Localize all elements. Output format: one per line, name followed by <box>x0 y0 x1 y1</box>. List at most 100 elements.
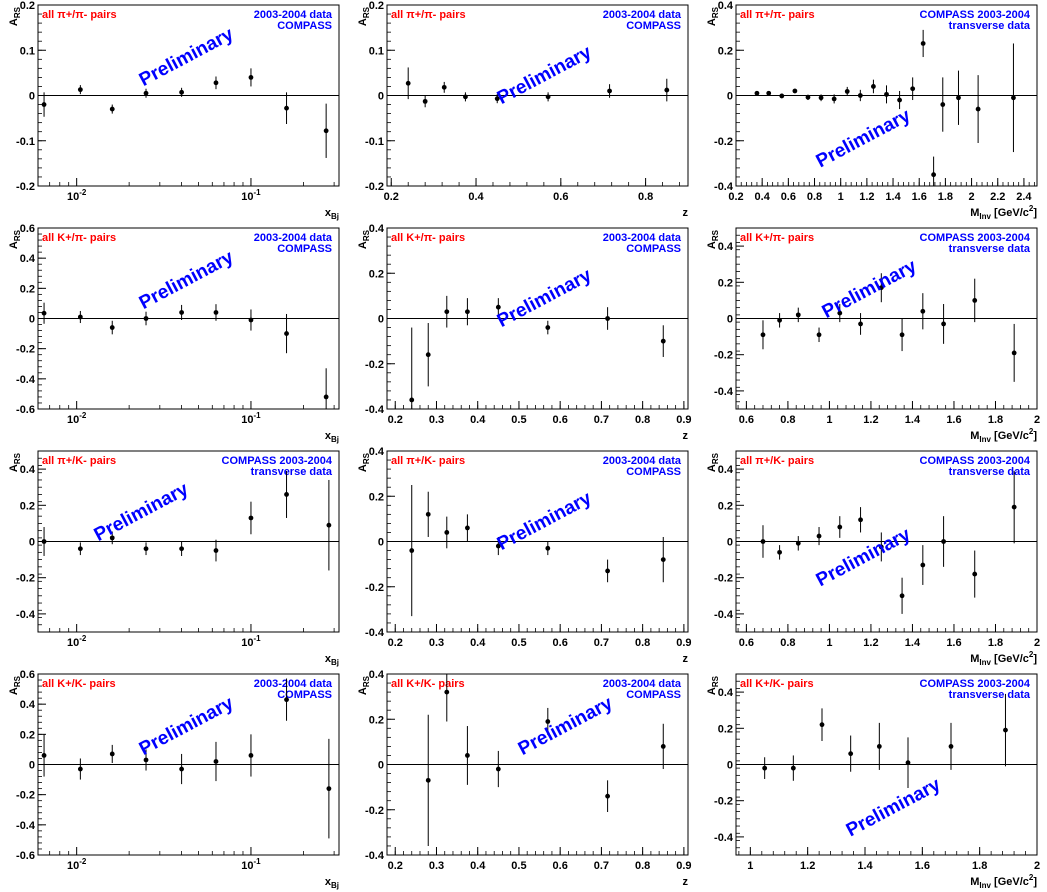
x-tick-label: 1.4 <box>905 637 921 649</box>
data-point <box>284 492 289 497</box>
x-axis-label: MInv [GeV/c2] <box>970 650 1037 667</box>
x-tick-label: 0.6 <box>781 191 796 203</box>
data-point <box>871 84 876 89</box>
data-point <box>109 325 115 330</box>
chart-title: all π+/K- pairs <box>42 455 116 467</box>
data-point <box>143 90 149 96</box>
label-part: 0.6 <box>553 637 568 649</box>
x-tick-label: 0.4 <box>470 637 486 649</box>
y-axis-label: ARS <box>706 452 720 472</box>
x-tick-label: 1.6 <box>946 637 961 649</box>
label-part: RS <box>362 675 371 687</box>
data-point <box>795 540 801 546</box>
data-point <box>941 321 946 327</box>
chart-title: all K+/K- pairs <box>391 678 465 690</box>
label-part: 0.2 <box>388 637 403 649</box>
x-tick-label: 0.5 <box>511 637 526 649</box>
data-point <box>248 75 254 80</box>
data-point <box>975 106 981 112</box>
x-tick-label: 2 <box>1034 414 1040 426</box>
label-part: 0.8 <box>780 414 795 426</box>
chart-title: all π+/K- pairs <box>391 455 465 467</box>
y-tick-label: -0.1 <box>16 136 35 148</box>
label-part: 0.8 <box>635 860 650 872</box>
data-point <box>766 90 772 96</box>
y-tick-label: 0.4 <box>20 699 36 711</box>
x-axis-label: MInv [GeV/c2] <box>970 204 1037 221</box>
data-point <box>41 753 47 758</box>
data-point <box>109 751 115 757</box>
data-point <box>465 525 470 531</box>
x-axis-label: xBj <box>325 653 339 667</box>
label-part: 0.4 <box>755 191 771 203</box>
label-part: 0.9 <box>676 414 691 426</box>
label-part: 1 <box>838 191 844 203</box>
y-tick-label: 0.2 <box>369 0 384 12</box>
x-axis-label: xBj <box>325 430 339 444</box>
label-part: 0.9 <box>676 860 691 872</box>
preliminary-watermark: Preliminary <box>515 693 617 760</box>
label-part: 1.2 <box>863 637 878 649</box>
y-axis-label: ARS <box>706 675 720 695</box>
data-point <box>545 325 551 330</box>
y-axis-label: ARS <box>8 675 22 695</box>
info-label: COMPASS 2003-2004 <box>920 9 1031 21</box>
data-point <box>213 80 219 86</box>
data-point <box>664 87 670 93</box>
data-point <box>1011 504 1017 510</box>
label-part: 10 <box>67 191 79 203</box>
y-tick-label: -0.4 <box>365 404 385 416</box>
preliminary-watermark: Preliminary <box>843 774 945 841</box>
label-part: Inv <box>979 212 991 221</box>
label-part: A <box>8 18 20 26</box>
label-part: [GeV/c <box>991 653 1029 665</box>
x-tick-label: 1.4 <box>885 191 901 203</box>
info-label: transverse data <box>949 243 1031 255</box>
label-part: 0.3 <box>429 414 444 426</box>
y-tick-label: 0 <box>29 760 35 772</box>
y-tick-label: -0.4 <box>714 609 734 621</box>
data-point <box>920 41 926 46</box>
chart-panel: -0.4 -0.2 0 0.2 0.4 0.2 0.3 0.4 0.5 0.6 0.7 0.8 0.9 z… <box>357 223 692 442</box>
label-part: 2 <box>1034 637 1040 649</box>
data-point <box>323 394 329 400</box>
data-point <box>777 317 782 323</box>
x-tick-label: 10-2 <box>67 188 87 203</box>
data-point <box>465 309 470 315</box>
label-part: 1.8 <box>972 860 987 872</box>
y-tick-label: 0.2 <box>369 491 384 503</box>
x-tick-label: 0.6 <box>553 414 568 426</box>
info-label: COMPASS <box>626 466 681 478</box>
y-axis-label: ARS <box>8 452 22 472</box>
label-part: 0.2 <box>388 860 403 872</box>
x-tick-label: 0.3 <box>429 637 444 649</box>
label-part: 10 <box>67 860 79 872</box>
y-tick-label: -0.2 <box>365 582 384 594</box>
data-point <box>940 102 946 107</box>
x-tick-label: 1 <box>838 191 844 203</box>
data-point <box>444 689 450 695</box>
data-point <box>284 697 289 703</box>
y-tick-label: -0.2 <box>16 573 35 585</box>
x-tick-label: 1.2 <box>800 860 815 872</box>
data-point <box>818 95 824 101</box>
y-axis-label: ARS <box>357 675 371 695</box>
data-point <box>143 757 149 763</box>
x-tick-label: 2.4 <box>1016 191 1032 203</box>
label-part: 1.4 <box>885 191 901 203</box>
label-part: 1.4 <box>905 637 921 649</box>
data-point <box>213 759 219 764</box>
label-part: RS <box>711 6 720 18</box>
y-tick-label: -0.2 <box>714 573 733 585</box>
y-tick-label: 0 <box>378 537 384 549</box>
chart-panel: -0.4 -0.2 0 0.2 0.4 0.6 0.8 1 1.2 1.4 1.6 1.8 2MInv … <box>706 227 1040 444</box>
data-point <box>425 511 431 517</box>
data-point <box>972 571 978 577</box>
label-part: ] <box>1033 653 1037 665</box>
y-tick-label: -0.2 <box>365 359 384 371</box>
label-part: 2.4 <box>1016 191 1032 203</box>
info-label: COMPASS <box>277 20 332 32</box>
data-point <box>941 539 946 544</box>
x-tick-label: 0.6 <box>553 637 568 649</box>
